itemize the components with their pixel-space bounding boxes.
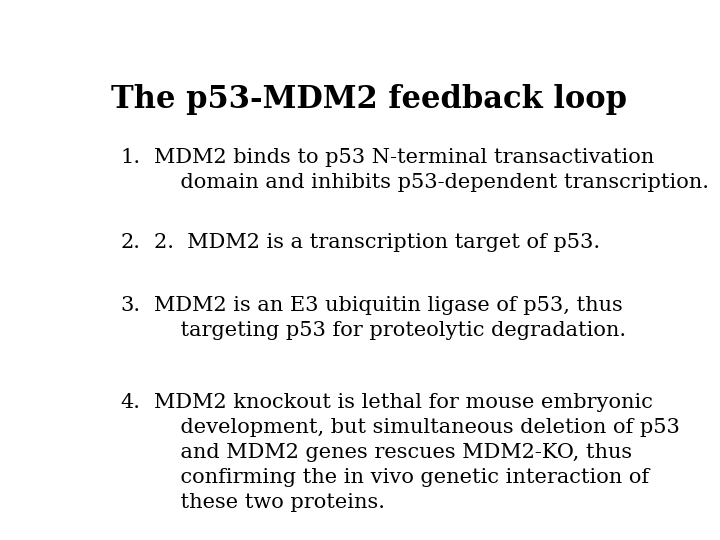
Text: MDM2 binds to p53 N-terminal transactivation
    domain and inhibits p53-depende: MDM2 binds to p53 N-terminal transactiva… [154,148,709,192]
Text: 3.: 3. [121,295,141,315]
Text: The p53-MDM2 feedback loop: The p53-MDM2 feedback loop [111,84,627,114]
Text: 1.: 1. [121,148,141,167]
Text: 2.: 2. [121,233,140,252]
Text: 2.  MDM2 is a transcription target of p53.: 2. MDM2 is a transcription target of p53… [154,233,600,252]
Text: MDM2 is an E3 ubiquitin ligase of p53, thus
    targeting p53 for proteolytic de: MDM2 is an E3 ubiquitin ligase of p53, t… [154,295,626,340]
Text: MDM2 knockout is lethal for mouse embryonic
    development, but simultaneous de: MDM2 knockout is lethal for mouse embryo… [154,393,680,512]
Text: 4.: 4. [121,393,140,412]
